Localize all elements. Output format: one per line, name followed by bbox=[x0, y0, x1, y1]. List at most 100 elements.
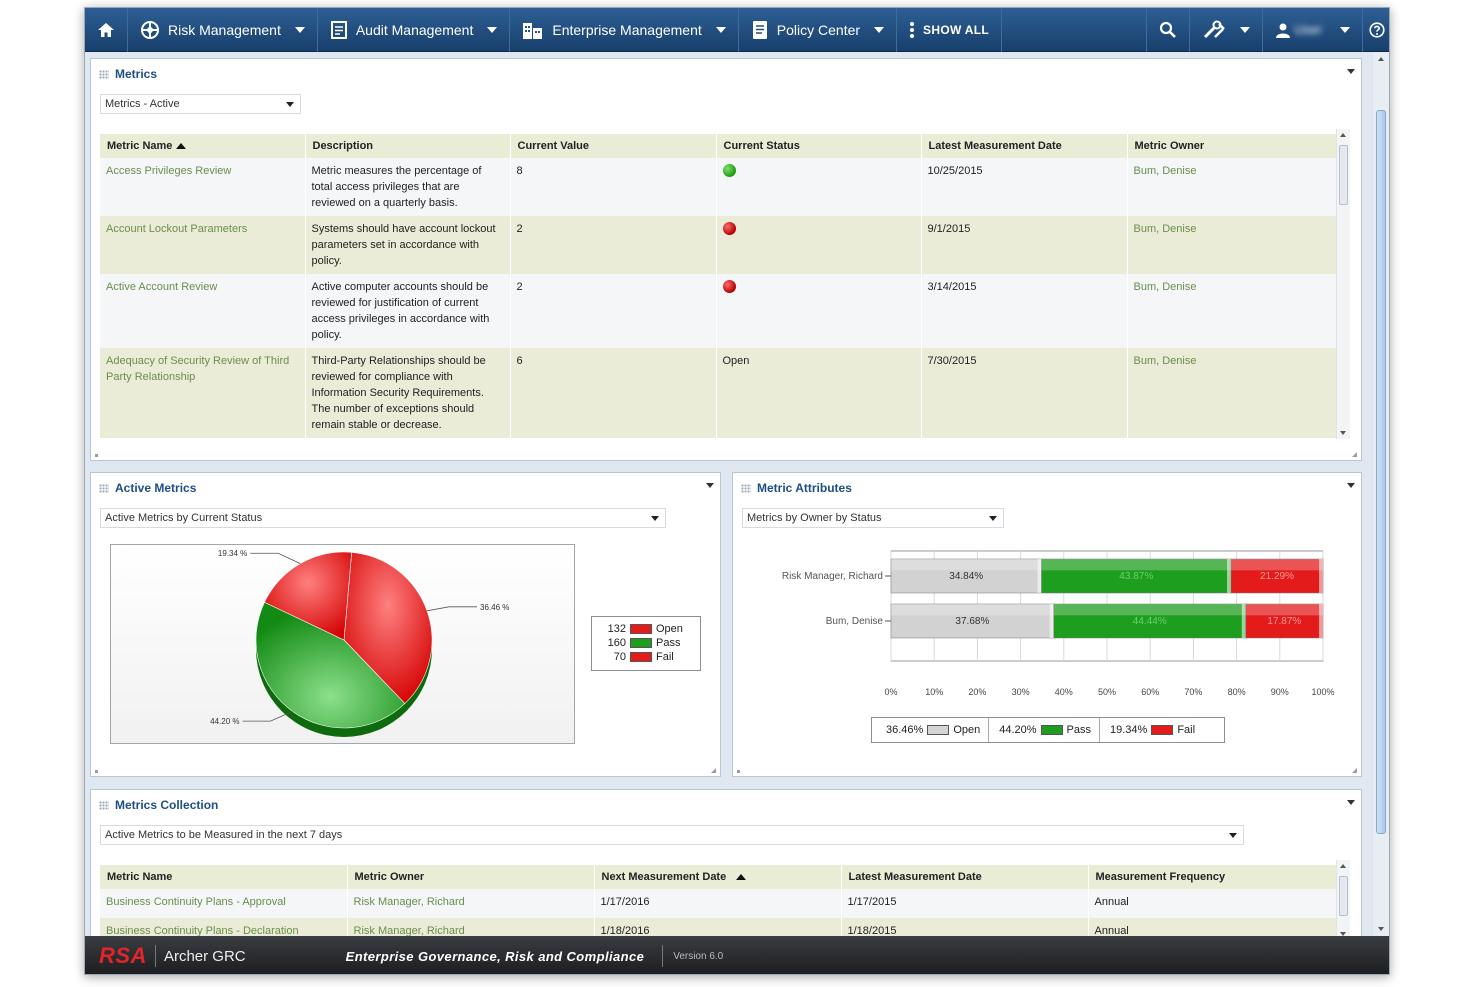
archer-app-window: Risk Management Audit Management Enterpr… bbox=[84, 7, 1390, 975]
scroll-down-icon[interactable] bbox=[1340, 932, 1346, 936]
nav-enterprise-management[interactable]: Enterprise Management bbox=[510, 8, 739, 52]
pie-slice-open[interactable] bbox=[343, 552, 433, 704]
metric-current-value: 6 bbox=[510, 348, 717, 438]
metrics-view-select-value: Metrics - Active bbox=[105, 98, 180, 110]
column-header-metric-name[interactable]: Metric Name bbox=[100, 865, 348, 889]
panel-menu-chevron-icon[interactable] bbox=[1347, 69, 1355, 74]
panel-menu-chevron-icon[interactable] bbox=[1347, 483, 1355, 488]
metric-latest-date: 9/1/2015 bbox=[921, 216, 1128, 274]
show-all-button[interactable]: SHOW ALL bbox=[897, 8, 1002, 52]
pie-slice-label: 44.20 % bbox=[210, 717, 239, 726]
drag-handle-icon[interactable] bbox=[99, 800, 109, 810]
search-button[interactable] bbox=[1145, 8, 1189, 52]
scroll-down-icon[interactable] bbox=[1378, 927, 1384, 931]
bar-x-tick-label: 40% bbox=[1055, 687, 1073, 697]
legend-item-fail: 19.34% Fail bbox=[1110, 724, 1196, 736]
scrollbar-thumb[interactable] bbox=[1339, 145, 1348, 205]
metrics-collection-view-select[interactable]: Active Metrics to be Measured in the nex… bbox=[100, 825, 1244, 845]
metrics-view-select[interactable]: Metrics - Active bbox=[100, 94, 301, 114]
resize-corner-right[interactable] bbox=[711, 768, 716, 773]
chevron-down-icon bbox=[286, 102, 294, 107]
active-metrics-view-select[interactable]: Active Metrics by Current Status bbox=[100, 508, 666, 528]
home-icon bbox=[98, 22, 114, 37]
column-header-description[interactable]: Description bbox=[305, 134, 511, 158]
page-scrollbar[interactable] bbox=[1373, 52, 1389, 936]
nav-risk-management-label: Risk Management bbox=[168, 21, 281, 38]
metric-name-link[interactable]: Access Privileges Review bbox=[106, 165, 232, 177]
metrics-collection-scrollbar[interactable] bbox=[1336, 860, 1350, 940]
pie-slice-fail[interactable] bbox=[264, 551, 352, 641]
pie-legend: 132 Open 160 Pass 70 Fail bbox=[591, 616, 701, 671]
measurement-frequency: Annual bbox=[1088, 889, 1337, 918]
column-header-metric-owner[interactable]: Metric Owner bbox=[347, 865, 595, 889]
scroll-up-icon[interactable] bbox=[1340, 133, 1346, 137]
nav-risk-management[interactable]: Risk Management bbox=[128, 8, 318, 52]
metric-description: Metric measures the percentage of total … bbox=[305, 158, 511, 216]
metric-name-link[interactable]: Account Lockout Parameters bbox=[106, 223, 248, 235]
panel-menu-chevron-icon[interactable] bbox=[1347, 800, 1355, 805]
panel-menu-chevron-icon[interactable] bbox=[706, 483, 714, 488]
metric-owner-link[interactable]: Bum, Denise bbox=[1133, 165, 1197, 177]
metric-owner-link[interactable]: Risk Manager, Richard bbox=[353, 896, 465, 908]
bar-x-tick-label: 60% bbox=[1141, 687, 1159, 697]
show-all-label: SHOW ALL bbox=[923, 22, 989, 37]
legend-item-pass: 44.20% Pass bbox=[989, 718, 1101, 742]
bar-x-tick-label: 70% bbox=[1184, 687, 1202, 697]
footer-tagline: Enterprise Governance, Risk and Complian… bbox=[345, 948, 645, 964]
pie-slice-pass[interactable] bbox=[255, 601, 406, 729]
bar-x-tick-label: 10% bbox=[925, 687, 943, 697]
metrics-collection-panel: Metrics Collection Active Metrics to be … bbox=[90, 789, 1362, 947]
metric-description: Third-Party Relationships should be revi… bbox=[305, 348, 511, 438]
metric-name-link[interactable]: Business Continuity Plans - Approval bbox=[106, 896, 286, 908]
metric-owner-link[interactable]: Bum, Denise bbox=[1133, 355, 1197, 367]
drag-handle-icon[interactable] bbox=[99, 69, 109, 79]
bar-x-tick-label: 30% bbox=[1012, 687, 1030, 697]
metric-status-text: Open bbox=[716, 348, 922, 438]
nav-audit-management[interactable]: Audit Management bbox=[318, 8, 511, 52]
bar-segment-fail[interactable] bbox=[1230, 558, 1324, 594]
column-header-current-status[interactable]: Current Status bbox=[716, 134, 922, 158]
product-name: Archer GRC bbox=[163, 947, 246, 965]
column-header-latest-measurement-date[interactable]: Latest Measurement Date bbox=[841, 865, 1089, 889]
metrics-collection-table: Metric Name Metric Owner Next Measuremen… bbox=[100, 865, 1337, 947]
metric-attributes-view-select[interactable]: Metrics by Owner by Status bbox=[742, 508, 1004, 528]
bar-segment-fail[interactable] bbox=[1245, 603, 1324, 639]
column-header-metric-name[interactable]: Metric Name bbox=[100, 134, 306, 158]
column-header-measurement-frequency[interactable]: Measurement Frequency bbox=[1088, 865, 1337, 889]
metric-owner-link[interactable]: Risk Manager, Richard bbox=[353, 925, 465, 937]
drag-handle-icon[interactable] bbox=[741, 483, 751, 493]
tools-menu-button[interactable] bbox=[1188, 8, 1262, 52]
column-header-latest-measurement-date[interactable]: Latest Measurement Date bbox=[921, 134, 1128, 158]
bar-segment-edge bbox=[1037, 559, 1042, 593]
column-header-metric-owner[interactable]: Metric Owner bbox=[1127, 134, 1337, 158]
metric-owner-link[interactable]: Bum, Denise bbox=[1133, 223, 1197, 235]
scroll-up-icon[interactable] bbox=[1340, 864, 1346, 868]
scroll-up-icon[interactable] bbox=[1378, 57, 1384, 61]
scrollbar-thumb[interactable] bbox=[1339, 876, 1348, 916]
help-button[interactable] bbox=[1362, 8, 1389, 52]
page-scrollbar-thumb[interactable] bbox=[1376, 110, 1386, 834]
column-header-next-measurement-date[interactable]: Next Measurement Date bbox=[594, 865, 842, 889]
drag-handle-icon[interactable] bbox=[99, 483, 109, 493]
user-menu-button[interactable]: User bbox=[1261, 8, 1362, 52]
home-button[interactable] bbox=[85, 8, 128, 52]
metric-owner-link[interactable]: Bum, Denise bbox=[1133, 281, 1197, 293]
chevron-down-icon bbox=[715, 26, 726, 33]
resize-corner-right[interactable] bbox=[1352, 452, 1357, 457]
column-header-current-value[interactable]: Current Value bbox=[510, 134, 717, 158]
metric-name-link[interactable]: Active Account Review bbox=[106, 281, 218, 293]
bar-segment-pass[interactable] bbox=[1041, 558, 1232, 594]
resize-corner-right[interactable] bbox=[1352, 768, 1357, 773]
metrics-table-scrollbar[interactable] bbox=[1336, 129, 1350, 439]
nav-policy-center[interactable]: Policy Center bbox=[739, 8, 898, 52]
metric-name-link[interactable]: Business Continuity Plans - Declaration bbox=[106, 925, 299, 937]
legend-item-open: 36.46% Open bbox=[872, 718, 990, 742]
table-row: Account Lockout Parameters Systems shoul… bbox=[100, 216, 1337, 274]
bar-segment-pass[interactable] bbox=[1053, 603, 1247, 639]
metric-name-link[interactable]: Adequacy of Security Review of Third Par… bbox=[106, 355, 290, 383]
bar-x-tick-label: 90% bbox=[1271, 687, 1289, 697]
scroll-down-icon[interactable] bbox=[1340, 431, 1346, 435]
status-pie-chart: 36.46 % 44.20 % 19.34 % bbox=[110, 544, 575, 744]
bar-data-label: 44.44% bbox=[1133, 616, 1167, 627]
chevron-down-icon bbox=[1229, 833, 1237, 838]
